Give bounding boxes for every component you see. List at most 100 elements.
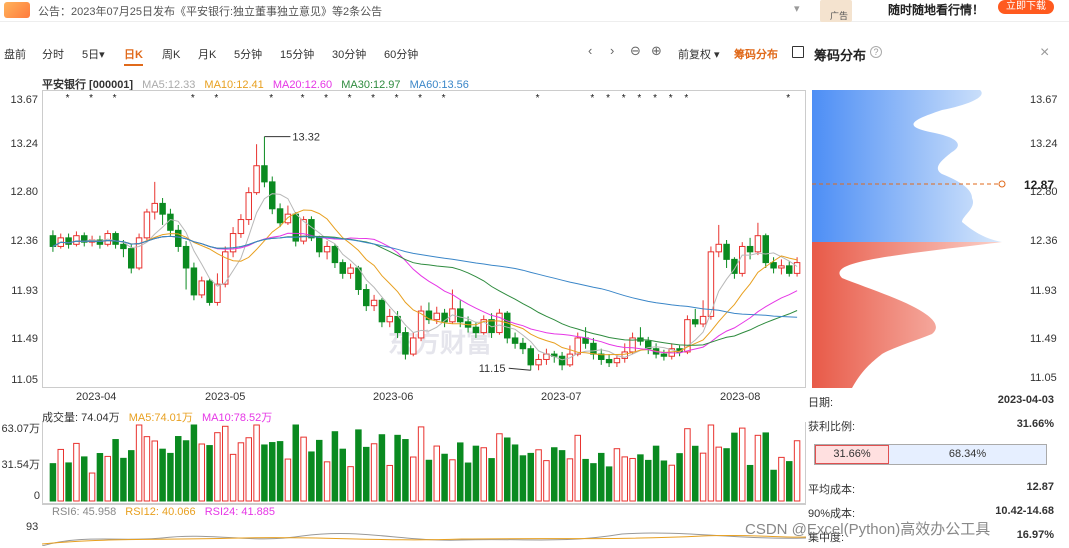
ad-text[interactable]: 随时随地看行情！ [888,3,985,17]
candle-body [167,213,174,231]
volume-bar [81,456,88,502]
tab-monthly-k[interactable]: 月K [198,49,217,61]
volume-bar [692,445,699,502]
concentration-label: 集中度: [808,532,845,544]
candle-body [276,208,284,224]
tab-15min[interactable]: 15分钟 [280,49,315,61]
tab-premarket[interactable]: 盘前 [4,49,26,61]
rsi-chart [42,532,806,546]
chip-tick: 11.05 [1030,372,1057,384]
prev-icon[interactable]: ‹ [588,43,593,58]
announcement-bar[interactable]: 公告：2023年07月25日发布《平安银行:独立董事独立意见》等2条公告 ▾ 广… [0,0,1069,22]
candle-body [496,312,503,334]
tab-weekly-k[interactable]: 周K [162,49,181,61]
ma5-line [52,193,798,361]
candle-body [739,245,746,274]
volume-bar [558,450,566,502]
candle-body [394,315,401,334]
chip-toggle-link[interactable]: 筹码分布 [734,49,778,61]
event-marker: * [113,93,117,104]
rsi-tick: 93 [26,521,39,533]
date-tick: 2023-06 [373,391,414,403]
chip-tick: 11.49 [1030,333,1057,345]
volume-bar [355,429,362,502]
ad-image[interactable] [820,0,852,22]
candle-body [731,258,738,274]
volume-bar [57,448,64,502]
candle-body [73,235,80,245]
volume-bar [457,442,464,502]
candle-body [182,245,190,269]
tab-daily-k[interactable]: 日K [124,46,143,66]
adjust-select[interactable]: 前复权 ▾ [678,49,720,61]
candle-body [339,262,346,274]
rsi24-label: RSI24: 41.885 [204,506,276,518]
volume-bar [65,462,72,502]
volume-bar [167,452,174,502]
candle-body [425,310,433,321]
tab-5min[interactable]: 5分钟 [234,49,263,61]
kline-chart[interactable]: 东方财富 13.32 11.15 * * * * * * * * * * * * * * * * * * * * * * [42,90,806,388]
announcement-text[interactable]: 公告：2023年07月25日发布《平安银行:独立董事独立意见》等2条公告 [38,6,383,18]
tab-intraday[interactable]: 分时 [42,49,64,61]
volume-bar [590,463,597,502]
volume-bar [112,439,119,502]
chart-toolbar: 盘前 分时 5日▾ 日K 周K 月K 5分钟 15分钟 30分钟 60分钟 ‹ … [0,40,810,66]
event-marker: * [89,93,93,104]
next-icon[interactable]: › [610,43,615,58]
price-tick: 11.05 [11,374,38,386]
volume-bar [104,455,111,502]
volume-bar [378,434,386,502]
candle-body [331,245,339,264]
chip-tick: 13.67 [1030,94,1058,106]
candle-body [699,315,707,325]
candle-body [660,353,668,357]
event-marker: * [637,93,641,104]
chevron-down-icon[interactable]: ▾ [794,3,800,15]
zoom-out-icon[interactable]: ⊖ [630,43,641,58]
volume-bar [88,472,96,502]
volume-chart[interactable] [42,422,806,504]
announcement-icon [4,2,30,18]
avg-cost-value: 12.87 [1026,481,1054,493]
price-tick: 11.49 [11,333,38,345]
candle-body [65,237,72,245]
candle-body [135,237,143,269]
candle-body [457,308,464,323]
volume-bar [746,464,754,502]
candle-body [715,243,722,253]
candle-body [245,192,252,221]
candle-body [762,235,769,264]
volume-bar [300,436,307,502]
volume-bar [598,452,605,502]
kline-svg: 13.32 11.15 * * * * * * * * * * * * * * * * * * * * * * [49,93,801,375]
help-icon[interactable]: ? [870,46,882,58]
volume-bar [652,445,660,502]
candle-body [480,319,487,334]
volume-bar [331,431,339,502]
event-marker: * [786,93,790,104]
checkbox-icon[interactable] [792,46,804,58]
tab-60min[interactable]: 60分钟 [384,49,419,61]
volume-bar [527,452,534,502]
candle-body [347,267,354,274]
volume-tick: 63.07万 [1,423,40,435]
volume-bar [292,424,299,502]
chip-distribution-chart[interactable] [812,90,1010,388]
candle-body [175,229,182,247]
event-marker: * [191,93,195,104]
volume-bar [762,432,769,502]
avg-cost-marker [998,180,1006,188]
ma-legend: 平安银行 [000001] MA5:12.33 MA10:12.41 MA20:… [42,76,475,92]
candle-body [128,248,135,269]
candle-body [386,315,393,323]
volume-bar [410,456,417,502]
volume-bar [613,448,621,502]
candle-body [402,332,409,355]
download-button[interactable]: 立即下载 [998,0,1054,14]
zoom-in-icon[interactable]: ⊕ [651,43,662,58]
candle-body [417,310,425,339]
tab-30min[interactable]: 30分钟 [332,49,367,61]
tab-5day[interactable]: 5日▾ [82,49,105,61]
close-icon[interactable]: × [1040,44,1050,61]
